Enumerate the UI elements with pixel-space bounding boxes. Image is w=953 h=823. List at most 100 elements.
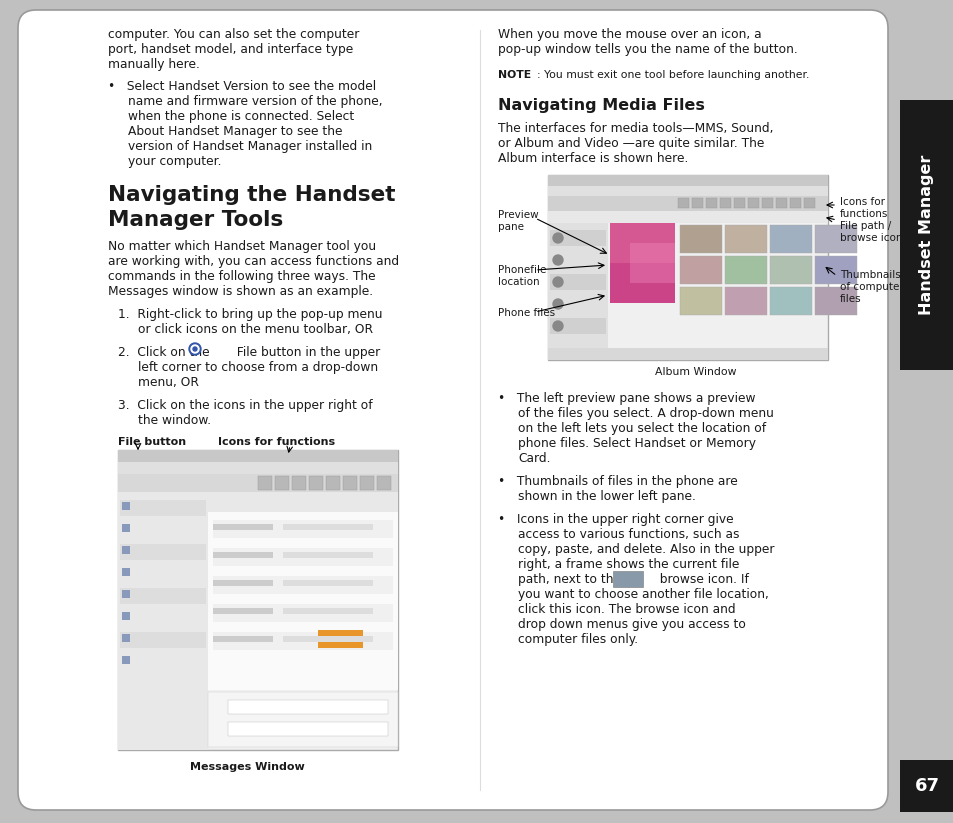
Bar [120, 588, 206, 604]
Text: Preview: Preview [497, 210, 538, 220]
Bar [359, 476, 374, 490]
Bar [213, 524, 273, 530]
Bar [208, 692, 397, 747]
Text: The interfaces for media tools—MMS, Sound,: The interfaces for media tools—MMS, Soun… [497, 122, 773, 135]
Bar [213, 604, 393, 622]
FancyBboxPatch shape [18, 10, 887, 810]
Bar [326, 476, 339, 490]
Bar [118, 492, 208, 750]
Bar [769, 256, 811, 284]
Text: Manager Tools: Manager Tools [108, 210, 283, 230]
Text: Thumbnails: Thumbnails [840, 270, 900, 280]
Bar [228, 700, 388, 714]
Bar [720, 198, 730, 208]
Text: copy, paste, and delete. Also in the upper: copy, paste, and delete. Also in the upp… [517, 543, 774, 556]
Text: manually here.: manually here. [108, 58, 200, 71]
Text: shown in the lower left pane.: shown in the lower left pane. [517, 490, 695, 503]
Text: When you move the mouse over an icon, a: When you move the mouse over an icon, a [497, 28, 760, 41]
Bar [733, 198, 744, 208]
Bar [257, 476, 272, 490]
Bar [118, 474, 397, 492]
Text: Phonefile: Phonefile [497, 265, 546, 275]
Bar [118, 462, 397, 474]
Bar [550, 274, 605, 290]
Bar [547, 196, 827, 211]
Text: Icons for: Icons for [840, 197, 884, 207]
Text: click this icon. The browse icon and: click this icon. The browse icon and [517, 603, 735, 616]
Bar [814, 225, 856, 253]
Text: drop down menus give you access to: drop down menus give you access to [517, 618, 745, 631]
Text: File button: File button [118, 437, 186, 447]
Bar [678, 198, 688, 208]
Text: computer files only.: computer files only. [517, 633, 638, 646]
Text: version of Handset Manager installed in: version of Handset Manager installed in [128, 140, 372, 153]
Bar [814, 256, 856, 284]
Text: of computer: of computer [840, 282, 902, 292]
Text: Messages Window: Messages Window [190, 762, 304, 772]
Bar [309, 476, 323, 490]
Bar [120, 522, 206, 538]
Bar [613, 571, 642, 587]
Bar [899, 760, 953, 812]
Bar [550, 230, 605, 246]
Text: phone files. Select Handset or Memory: phone files. Select Handset or Memory [517, 437, 755, 450]
Text: Navigating Media Files: Navigating Media Files [497, 98, 704, 113]
Text: Card.: Card. [517, 452, 550, 465]
Text: NOTE: NOTE [497, 70, 531, 80]
Bar [629, 243, 675, 283]
Text: on the left lets you select the location of: on the left lets you select the location… [517, 422, 765, 435]
Bar [761, 198, 772, 208]
Bar [213, 632, 393, 650]
Bar [547, 223, 607, 360]
Text: right, a frame shows the current file: right, a frame shows the current file [517, 558, 739, 571]
Bar [274, 476, 289, 490]
Text: browse icon: browse icon [840, 233, 902, 243]
Circle shape [193, 347, 196, 351]
Bar [122, 502, 130, 510]
Text: •   Thumbnails of files in the phone are: • Thumbnails of files in the phone are [497, 475, 737, 488]
Bar [724, 225, 766, 253]
Text: 1.  Right-click to bring up the pop-up menu: 1. Right-click to bring up the pop-up me… [118, 308, 382, 321]
Bar [283, 552, 373, 558]
Bar [120, 654, 206, 670]
Bar [122, 634, 130, 642]
Text: of the files you select. A drop-down menu: of the files you select. A drop-down men… [517, 407, 773, 420]
Text: Navigating the Handset: Navigating the Handset [108, 185, 395, 205]
Text: path, next to the          browse icon. If: path, next to the browse icon. If [517, 573, 748, 586]
Bar [122, 656, 130, 664]
Text: or click icons on the menu toolbar, OR: or click icons on the menu toolbar, OR [138, 323, 373, 336]
Text: computer. You can also set the computer: computer. You can also set the computer [108, 28, 359, 41]
Bar [679, 287, 721, 315]
Text: 3.  Click on the icons in the upper right of: 3. Click on the icons in the upper right… [118, 399, 373, 412]
Bar [547, 211, 827, 223]
Bar [814, 287, 856, 315]
Text: 67: 67 [914, 777, 939, 795]
Bar [609, 223, 675, 303]
Bar [550, 318, 605, 334]
Text: •   The left preview pane shows a preview: • The left preview pane shows a preview [497, 392, 755, 405]
Bar [550, 296, 605, 312]
Bar [343, 476, 356, 490]
Bar [283, 580, 373, 586]
Bar [775, 198, 786, 208]
Text: are working with, you can access functions and: are working with, you can access functio… [108, 255, 398, 268]
Text: Phone files: Phone files [497, 308, 555, 318]
Bar [691, 198, 702, 208]
Bar [376, 476, 391, 490]
Bar [228, 722, 388, 736]
Bar [283, 608, 373, 614]
Bar [213, 548, 393, 566]
Bar [769, 287, 811, 315]
Bar [609, 223, 675, 263]
Text: •   Icons in the upper right corner give: • Icons in the upper right corner give [497, 513, 733, 526]
Text: port, handset model, and interface type: port, handset model, and interface type [108, 43, 353, 56]
Text: File path /: File path / [840, 221, 890, 231]
Text: •   Select Handset Version to see the model: • Select Handset Version to see the mode… [108, 80, 375, 93]
Bar [120, 500, 206, 516]
Text: name and firmware version of the phone,: name and firmware version of the phone, [128, 95, 382, 108]
Bar [899, 100, 953, 370]
Bar [547, 175, 827, 186]
Text: functions: functions [840, 209, 887, 219]
Text: the window.: the window. [138, 414, 211, 427]
Bar [283, 636, 373, 642]
